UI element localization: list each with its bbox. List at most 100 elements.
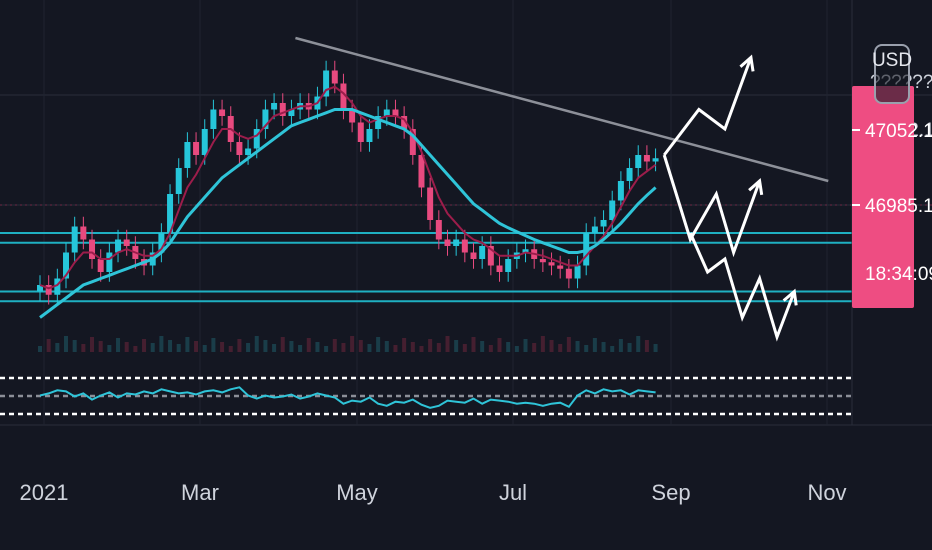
candle[interactable] [643, 155, 650, 162]
volume-bar [55, 343, 60, 352]
candle[interactable] [539, 259, 546, 263]
candle[interactable] [565, 268, 572, 279]
candle[interactable] [392, 109, 399, 117]
candle[interactable] [340, 83, 347, 110]
candle[interactable] [591, 226, 598, 234]
volume-bar [514, 346, 519, 352]
volume-bar [636, 336, 641, 352]
candle[interactable] [262, 109, 269, 130]
candle[interactable] [97, 259, 104, 272]
candle[interactable] [401, 116, 408, 129]
volume-bar [220, 342, 225, 352]
projection-path-1[interactable] [663, 56, 753, 156]
candle[interactable] [80, 226, 87, 240]
volume-bar [644, 340, 649, 352]
candle[interactable] [453, 239, 460, 247]
volume-bar [532, 343, 537, 352]
candle[interactable] [331, 70, 338, 84]
volume-bar [298, 345, 303, 352]
volume-bar [445, 336, 450, 352]
ma-slow-line[interactable] [39, 108, 657, 319]
volume-bar [488, 345, 493, 352]
candle[interactable] [505, 259, 512, 272]
candle[interactable] [427, 187, 434, 221]
candle[interactable] [37, 285, 43, 292]
candle[interactable] [548, 262, 555, 266]
candle[interactable] [279, 103, 286, 116]
candle[interactable] [600, 220, 607, 227]
candle[interactable] [444, 239, 451, 247]
x-axis-label-mar: Mar [181, 480, 219, 505]
rsi-line[interactable] [39, 386, 656, 409]
candle[interactable] [175, 168, 182, 194]
candle[interactable] [626, 168, 633, 181]
candle[interactable] [366, 129, 373, 142]
candle[interactable] [193, 142, 200, 155]
candle[interactable] [349, 109, 356, 123]
volume-bar [124, 342, 129, 352]
candle[interactable] [383, 109, 390, 117]
candle[interactable] [435, 220, 442, 240]
candle[interactable] [288, 109, 295, 117]
volume-bar [592, 338, 597, 352]
candle[interactable] [210, 109, 217, 130]
candle[interactable] [45, 285, 52, 295]
candle[interactable] [461, 239, 468, 253]
volume-bar [228, 346, 233, 352]
candle[interactable] [54, 278, 61, 295]
candle[interactable] [470, 252, 477, 260]
volume-bar [601, 342, 606, 352]
currency-button[interactable]: USD [872, 44, 912, 104]
candle[interactable] [184, 142, 191, 168]
candle[interactable] [652, 158, 659, 162]
candle[interactable] [635, 155, 642, 168]
candle[interactable] [89, 239, 96, 260]
candle[interactable] [167, 194, 174, 233]
candle[interactable] [323, 70, 330, 97]
candle[interactable] [617, 181, 624, 201]
candle[interactable] [557, 265, 564, 269]
ma-fast-line[interactable] [39, 85, 657, 290]
trendline[interactable] [295, 36, 829, 183]
volume-bar [480, 341, 485, 352]
volume-bar [497, 338, 502, 352]
volume-bar [610, 346, 615, 352]
volume-bar [332, 339, 337, 352]
candle[interactable] [245, 148, 252, 156]
candle[interactable] [236, 142, 243, 155]
volume-bar [272, 344, 277, 352]
candle[interactable] [158, 233, 165, 253]
volume-bar [81, 344, 86, 352]
candle[interactable] [115, 239, 122, 253]
candle[interactable] [418, 155, 425, 188]
volume-bar [428, 339, 433, 352]
candle[interactable] [479, 246, 486, 259]
candle[interactable] [496, 265, 503, 273]
candle[interactable] [609, 200, 616, 221]
volume-bar [280, 337, 285, 352]
candle[interactable] [201, 129, 208, 155]
projection-arrowhead [782, 288, 798, 306]
candle[interactable] [409, 129, 416, 155]
current-price-tag[interactable] [852, 86, 914, 308]
candle[interactable] [271, 103, 278, 110]
volume-bar [376, 337, 381, 352]
candle[interactable] [574, 265, 581, 279]
candle[interactable] [375, 116, 382, 129]
volume-bar [462, 344, 467, 352]
candle[interactable] [357, 122, 364, 143]
candle[interactable] [71, 226, 78, 253]
candle[interactable] [123, 239, 130, 247]
candle[interactable] [63, 252, 70, 279]
projection-path-2[interactable] [662, 154, 762, 258]
candle[interactable] [219, 109, 226, 117]
volume-bar [350, 336, 355, 352]
volume-bar [254, 336, 259, 352]
candle[interactable] [253, 129, 260, 149]
x-axis-label-jul: Jul [499, 480, 527, 505]
candle[interactable] [106, 252, 113, 273]
projection-path-3[interactable] [688, 232, 796, 342]
candle[interactable] [487, 246, 494, 266]
candle[interactable] [522, 249, 529, 253]
